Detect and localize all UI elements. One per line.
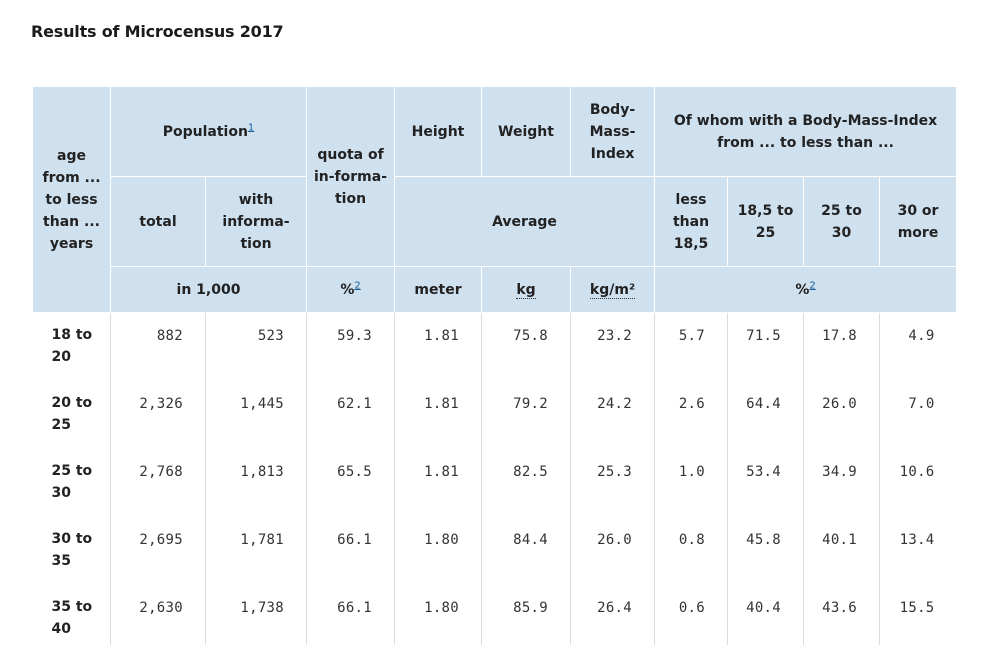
cell-30-or-more: 7.0 bbox=[879, 381, 957, 449]
cell-total: 882 bbox=[110, 312, 206, 381]
page-title: Results of Microcensus 2017 bbox=[31, 22, 284, 41]
cell-quota: 66.1 bbox=[306, 517, 395, 585]
table-body: 18 to 20 882 523 59.3 1.81 75.8 23.2 5.7… bbox=[33, 312, 957, 645]
table-row: 18 to 20 882 523 59.3 1.81 75.8 23.2 5.7… bbox=[33, 312, 957, 381]
table-header: age from ... to less than ... years Popu… bbox=[32, 86, 958, 313]
unit-weight-abbr[interactable]: kg bbox=[516, 281, 536, 299]
cell-25-to-30: 43.6 bbox=[803, 585, 880, 645]
row-age: 35 to 40 bbox=[51, 599, 93, 637]
header-25-to-30: 25 to 30 bbox=[803, 176, 881, 267]
unit-bmi-abbr[interactable]: kg/m² bbox=[589, 281, 636, 299]
table-row: 20 to 25 2,326 1,445 62.1 1.81 79.2 24.2… bbox=[33, 381, 957, 449]
cell-30-or-more: 13.4 bbox=[879, 517, 957, 585]
table-row: 35 to 40 2,630 1,738 66.1 1.80 85.9 26.4… bbox=[33, 585, 957, 645]
cell-total: 2,695 bbox=[110, 517, 206, 585]
cell-weight: 85.9 bbox=[481, 585, 571, 645]
cell-lt-18-5: 1.0 bbox=[654, 449, 728, 517]
cell-with-info: 1,813 bbox=[204, 449, 307, 517]
cell-weight: 84.4 bbox=[481, 517, 571, 585]
cell-lt-18-5: 0.8 bbox=[654, 517, 728, 585]
cell-height: 1.81 bbox=[394, 381, 482, 449]
cell-with-info: 1,738 bbox=[204, 585, 307, 645]
cell-bmi: 24.2 bbox=[570, 381, 655, 449]
header-less-than-18-5: less than 18,5 bbox=[654, 176, 729, 267]
cell-18-5-to-25: 53.4 bbox=[727, 449, 804, 517]
cell-quota: 66.1 bbox=[306, 585, 395, 645]
cell-height: 1.80 bbox=[394, 517, 482, 585]
unit-bmi: kg/m² bbox=[570, 266, 656, 313]
cell-height: 1.81 bbox=[394, 312, 482, 381]
cell-bmi: 25.3 bbox=[570, 449, 655, 517]
header-average: Average bbox=[394, 176, 656, 267]
cell-quota: 59.3 bbox=[306, 312, 395, 381]
cell-lt-18-5: 5.7 bbox=[654, 312, 728, 381]
cell-30-or-more: 15.5 bbox=[879, 585, 957, 645]
cell-18-5-to-25: 45.8 bbox=[727, 517, 804, 585]
cell-total: 2,630 bbox=[110, 585, 206, 645]
unit-bmi-groups: %2 bbox=[654, 266, 958, 313]
cell-total: 2,768 bbox=[110, 449, 206, 517]
cell-18-5-to-25: 71.5 bbox=[727, 312, 804, 381]
cell-with-info: 523 bbox=[204, 312, 307, 381]
header-weight: Weight bbox=[481, 86, 572, 177]
header-bmi: Body-Mass-Index bbox=[570, 86, 656, 177]
unit-population: in 1,000 bbox=[109, 266, 308, 313]
table-row: 30 to 35 2,695 1,781 66.1 1.80 84.4 26.0… bbox=[33, 517, 957, 585]
row-age: 20 to 25 bbox=[51, 395, 93, 433]
header-with-information: with informa-tion bbox=[204, 176, 308, 267]
row-age: 30 to 35 bbox=[51, 531, 93, 569]
cell-bmi: 23.2 bbox=[570, 312, 655, 381]
cell-weight: 75.8 bbox=[481, 312, 571, 381]
header-18-5-to-25: 18,5 to 25 bbox=[727, 176, 805, 267]
header-population: Population1 bbox=[109, 86, 308, 177]
cell-with-info: 1,781 bbox=[204, 517, 307, 585]
cell-25-to-30: 34.9 bbox=[803, 449, 880, 517]
cell-weight: 79.2 bbox=[481, 381, 571, 449]
cell-25-to-30: 26.0 bbox=[803, 381, 880, 449]
footnote-2-link[interactable]: 2 bbox=[809, 279, 816, 291]
footnote-2-link[interactable]: 2 bbox=[354, 279, 361, 291]
cell-lt-18-5: 2.6 bbox=[654, 381, 728, 449]
header-bmi-group: Of whom with a Body-Mass-Index from ... … bbox=[654, 86, 958, 177]
results-table: age from ... to less than ... years Popu… bbox=[32, 86, 958, 645]
header-age: age from ... to less than ... years bbox=[32, 86, 111, 313]
header-quota: quota of in-forma-tion bbox=[306, 86, 396, 267]
unit-weight: kg bbox=[481, 266, 572, 313]
cell-height: 1.80 bbox=[394, 585, 482, 645]
row-age: 25 to 30 bbox=[51, 463, 93, 501]
table-row: 25 to 30 2,768 1,813 65.5 1.81 82.5 25.3… bbox=[33, 449, 957, 517]
unit-quota: %2 bbox=[306, 266, 396, 313]
header-30-or-more: 30 or more bbox=[879, 176, 958, 267]
cell-total: 2,326 bbox=[110, 381, 206, 449]
cell-30-or-more: 4.9 bbox=[879, 312, 957, 381]
row-age: 18 to 20 bbox=[51, 327, 93, 365]
unit-height: meter bbox=[394, 266, 483, 313]
cell-25-to-30: 40.1 bbox=[803, 517, 880, 585]
cell-height: 1.81 bbox=[394, 449, 482, 517]
header-height: Height bbox=[394, 86, 483, 177]
cell-18-5-to-25: 64.4 bbox=[727, 381, 804, 449]
cell-30-or-more: 10.6 bbox=[879, 449, 957, 517]
cell-weight: 82.5 bbox=[481, 449, 571, 517]
cell-18-5-to-25: 40.4 bbox=[727, 585, 804, 645]
footnote-1-link[interactable]: 1 bbox=[247, 121, 255, 133]
cell-bmi: 26.0 bbox=[570, 517, 655, 585]
cell-bmi: 26.4 bbox=[570, 585, 655, 645]
cell-with-info: 1,445 bbox=[204, 381, 307, 449]
cell-lt-18-5: 0.6 bbox=[654, 585, 728, 645]
cell-quota: 62.1 bbox=[306, 381, 395, 449]
cell-25-to-30: 17.8 bbox=[803, 312, 880, 381]
cell-quota: 65.5 bbox=[306, 449, 395, 517]
header-total: total bbox=[110, 176, 206, 267]
